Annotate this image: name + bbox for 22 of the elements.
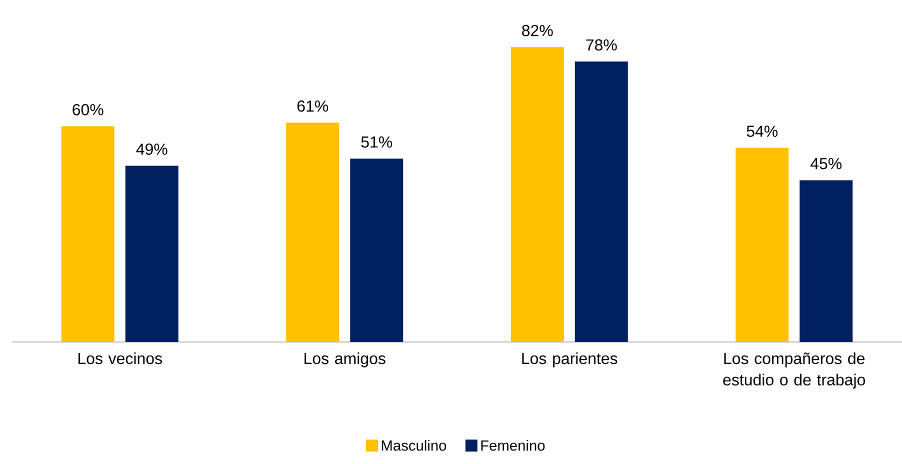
bar	[350, 158, 404, 342]
x-tick-label: Los compañeros de estudio o de trabajo	[723, 352, 866, 389]
bar	[125, 166, 178, 342]
data-label: 82%	[522, 24, 553, 36]
bar	[61, 126, 114, 342]
data-label: 60%	[72, 104, 104, 116]
legend-label: Masculino	[382, 440, 446, 451]
x-tick-label: Los vecinos	[78, 352, 162, 364]
bar	[800, 180, 853, 342]
data-label: 51%	[361, 136, 392, 148]
x-tick-label: Los amigos	[304, 352, 386, 368]
bar	[736, 148, 789, 342]
bar	[510, 47, 564, 342]
bar	[286, 122, 340, 342]
bar	[574, 62, 628, 342]
legend-label: Femenino	[481, 440, 545, 451]
x-tick-label: Los parientes	[522, 352, 618, 368]
data-label: 61%	[297, 100, 328, 112]
data-label: 45%	[810, 158, 842, 170]
data-label: 78%	[586, 39, 617, 51]
data-label: 54%	[746, 126, 778, 137]
data-label: 49%	[136, 144, 168, 155]
